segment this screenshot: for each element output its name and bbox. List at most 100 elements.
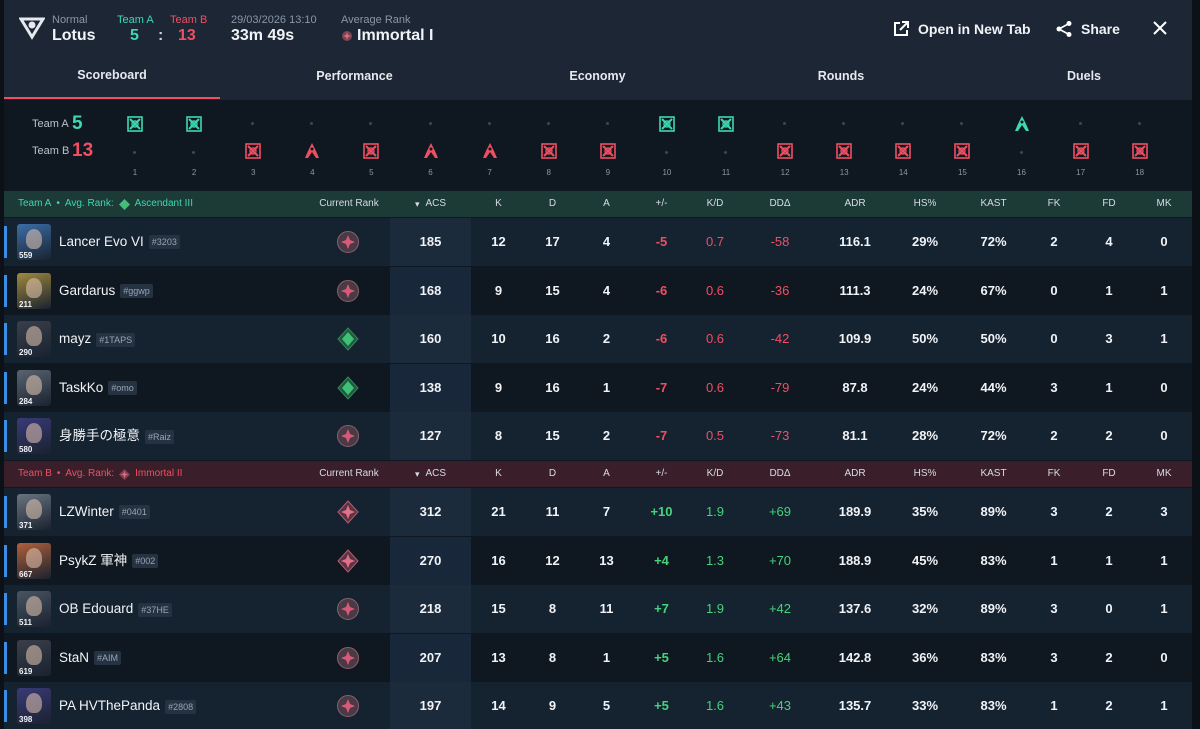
player-avatar[interactable]: 667 [17, 542, 51, 579]
player-row[interactable]: 619 StaN #AIM 207 13 8 1 +5 1.6 +64 142.8 36% 83% 3 2 0 [4, 633, 1192, 682]
fk-column-header[interactable]: FK [1047, 198, 1061, 209]
player-name[interactable]: Lancer Evo VI #3203 [59, 218, 180, 266]
player-row[interactable]: 284 TaskKo #omo 138 9 16 1 -7 0.6 -79 87.8 24% 44% 3 1… [4, 363, 1192, 412]
fk-column-header[interactable]: FK [1047, 468, 1061, 479]
player-name[interactable]: PA HVThePanda #2808 [59, 682, 197, 729]
acs-column-header[interactable]: ▾ ACS [390, 461, 471, 487]
player-avatar[interactable]: 284 [17, 369, 51, 406]
player-name[interactable]: StaN #AIM [59, 634, 122, 682]
player-row[interactable]: 371 LZWinter #0401 312 21 11 7 +10 1.9 +69 189.9 35… [4, 488, 1192, 536]
player-name[interactable]: mayz #1TAPS [59, 315, 136, 363]
round-16[interactable]: 16 [1002, 100, 1042, 191]
k-column-header[interactable]: K [495, 468, 502, 479]
player-name[interactable]: PsykZ 軍神 #002 [59, 537, 159, 585]
elimination-icon [659, 116, 675, 132]
pm-cell: -6 [655, 331, 668, 347]
player-row[interactable]: 667 PsykZ 軍神 #002 270 16 12 13 +4 1.3 +70 188.9 45%… [4, 536, 1192, 585]
a-column-header[interactable]: A [603, 468, 610, 479]
kd-column-header[interactable]: K/D [706, 468, 724, 479]
player-avatar[interactable]: 398 [17, 688, 51, 725]
kast-column-header[interactable]: KAST [980, 198, 1007, 209]
current-rank-header[interactable]: Current Rank [319, 468, 379, 479]
player-name[interactable]: Gardarus #ggwp [59, 267, 153, 315]
d-column-header[interactable]: D [548, 198, 557, 209]
adr-column-header[interactable]: ADR [844, 468, 866, 479]
player-avatar[interactable]: 559 [17, 224, 51, 260]
adr-column-header[interactable]: ADR [844, 198, 866, 209]
player-avatar[interactable]: 511 [17, 591, 51, 628]
round-number: 8 [546, 168, 551, 177]
player-avatar[interactable]: 580 [17, 418, 51, 455]
player-name[interactable]: TaskKo #omo [59, 364, 137, 412]
player-row[interactable]: 290 mayz #1TAPS 160 10 16 2 -6 0.6 -42 109.9 50% 50%… [4, 315, 1192, 364]
tab-scoreboard[interactable]: Scoreboard [4, 52, 220, 99]
team-color-bar [4, 323, 7, 356]
round-17[interactable]: 17 [1061, 100, 1101, 191]
player-row[interactable]: 580 身勝手の極意 #Raiz 127 8 15 2 -7 0.5 -73 81.1 28% 72% 2… [4, 412, 1192, 461]
dd-column-header[interactable]: DDΔ [769, 198, 791, 209]
d-column-header[interactable]: D [548, 468, 557, 479]
pm-column-header[interactable]: +/- [655, 198, 668, 209]
share-button[interactable]: Share [1055, 18, 1120, 40]
mk-column-header[interactable]: MK [1156, 468, 1172, 479]
round-12[interactable]: 12 [765, 100, 805, 191]
open-in-new-tab-button[interactable]: Open in New Tab [892, 18, 1031, 40]
player-name[interactable]: OB Edouard #37HE [59, 585, 172, 633]
fd-column-header[interactable]: FD [1102, 198, 1116, 209]
tab-rounds[interactable]: Rounds [817, 68, 865, 83]
tab-performance[interactable]: Performance [316, 68, 393, 83]
hs-column-header[interactable]: HS% [913, 468, 937, 479]
kast-column-header[interactable]: KAST [980, 468, 1007, 479]
dd-column-header[interactable]: DDΔ [769, 468, 791, 479]
round-8[interactable]: 8 [529, 100, 569, 191]
player-name[interactable]: LZWinter #0401 [59, 488, 150, 536]
team-color-bar [4, 641, 7, 674]
elimination-icon [777, 143, 793, 159]
player-row[interactable]: 398 PA HVThePanda #2808 197 14 9 5 +5 1.6 +43 135.… [4, 682, 1192, 729]
mk-column-header[interactable]: MK [1156, 198, 1172, 209]
player-row[interactable]: 559 Lancer Evo VI #3203 185 12 17 4 -5 0.7 -58 116… [4, 218, 1192, 266]
k-column-header[interactable]: K [495, 198, 502, 209]
round-15[interactable]: 15 [942, 100, 982, 191]
elimination-icon [718, 116, 734, 132]
round-number: 6 [428, 168, 433, 177]
pm-column-header[interactable]: +/- [655, 468, 668, 479]
tab-economy[interactable]: Economy [569, 68, 626, 83]
player-level: 290 [19, 348, 33, 358]
round-3[interactable]: 3 [233, 100, 273, 191]
round-14[interactable]: 14 [883, 100, 923, 191]
round-10[interactable]: 10 [647, 100, 687, 191]
player-avatar[interactable]: 619 [17, 639, 51, 676]
acs-column-header[interactable]: ▾ ACS [390, 191, 471, 217]
round-7[interactable]: 7 [470, 100, 510, 191]
player-row[interactable]: 511 OB Edouard #37HE 218 15 8 11 +7 1.9 +42 137.6 3… [4, 585, 1192, 634]
a-column-header[interactable]: A [603, 198, 610, 209]
round-13[interactable]: 13 [824, 100, 864, 191]
round-18[interactable]: 18 [1120, 100, 1160, 191]
round-5[interactable]: 5 [351, 100, 391, 191]
tab-duels[interactable]: Duels [1066, 68, 1102, 83]
player-avatar[interactable]: 211 [17, 272, 51, 309]
current-rank-header[interactable]: Current Rank [319, 198, 379, 209]
fd-cell: 1 [1105, 282, 1113, 298]
acs-cell: 312 [419, 504, 442, 519]
player-avatar[interactable]: 290 [17, 321, 51, 358]
player-avatar[interactable]: 371 [17, 494, 51, 530]
round-9[interactable]: 9 [588, 100, 628, 191]
round-11[interactable]: 11 [706, 100, 746, 191]
hs-column-header[interactable]: HS% [913, 198, 937, 209]
player-row[interactable]: 211 Gardarus #ggwp 168 9 15 4 -6 0.6 -36 111.3 24% 6… [4, 266, 1192, 315]
kd-column-header[interactable]: K/D [706, 198, 724, 209]
round-1[interactable]: 1 [115, 100, 155, 191]
scrollbar[interactable] [1192, 0, 1200, 729]
player-name[interactable]: 身勝手の極意 #Raiz [59, 412, 175, 460]
round-2[interactable]: 2 [174, 100, 214, 191]
close-icon[interactable] [1153, 21, 1167, 35]
round-number: 1 [132, 168, 138, 177]
mk-cell: 1 [1160, 282, 1168, 298]
round-4[interactable]: 4 [292, 100, 332, 191]
player-level: 371 [19, 521, 33, 530]
team_b-avg-rank-label: Avg. Rank: [65, 468, 115, 479]
round-6[interactable]: 6 [411, 100, 451, 191]
fd-column-header[interactable]: FD [1102, 468, 1116, 479]
